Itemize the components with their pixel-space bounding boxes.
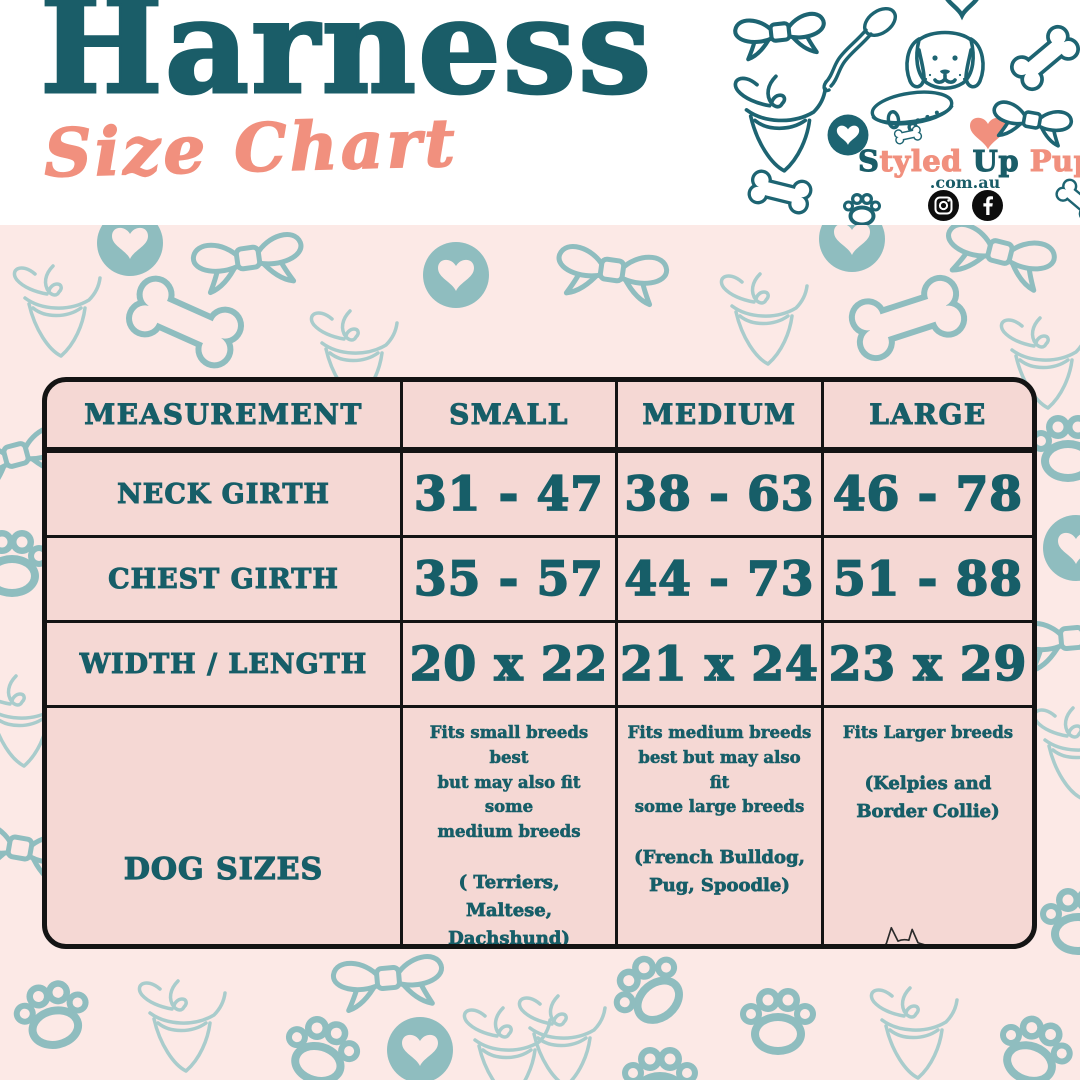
- pug-icon: [686, 944, 754, 949]
- brand-domain: .com.au: [929, 173, 1001, 192]
- page-title: Harness: [38, 0, 654, 123]
- row-label-chest-girth: CHEST GIRTH: [47, 538, 403, 623]
- bone-icon: [745, 167, 815, 217]
- size-chart-table: MEASUREMENT SMALL MEDIUM LARGE NECK GIRT…: [42, 377, 1037, 949]
- row-label-dog-sizes: DOG SIZES: [47, 708, 403, 944]
- dog-size-breeds: ( Terriers, Maltese, Dachshund): [448, 871, 571, 949]
- dog-face-icon: [907, 32, 983, 89]
- brand-name: Styled Up Pup: [857, 144, 1080, 179]
- dog-size-description: Fits Larger breeds: [842, 723, 1014, 743]
- brand-name-segment: Up: [972, 144, 1020, 179]
- page-subtitle: Size Chart: [42, 103, 459, 193]
- column-header-measurement: MEASUREMENT: [47, 382, 403, 453]
- column-header-large: LARGE: [824, 382, 1032, 453]
- bone-icon: [1005, 20, 1080, 96]
- header: Harness Size Chart: [0, 0, 1080, 225]
- husky-icon: [885, 927, 924, 944]
- size-value: 51 - 88: [824, 538, 1032, 623]
- size-value: 20 x 22: [403, 623, 618, 708]
- row-label-neck-girth: NECK GIRTH: [47, 453, 403, 538]
- leash-icon: [824, 3, 901, 91]
- dog-sizes-large-cell: Fits Larger breeds (Kelpies and Border C…: [824, 708, 1032, 944]
- size-value: 38 - 63: [618, 453, 824, 538]
- instagram-icon[interactable]: [928, 190, 959, 221]
- dog-sizes-small-cell: Fits small breeds best but may also fit …: [403, 708, 618, 949]
- heart-icon: [945, 0, 979, 16]
- brand-name-segment: tyled: [879, 144, 973, 179]
- brand-logo-area: Styled Up Pup .com.au: [700, 0, 1080, 225]
- size-value: 46 - 78: [824, 453, 1032, 538]
- size-value: 44 - 73: [618, 538, 824, 623]
- dog-sizes-medium-cell: Fits medium breeds best but may also fit…: [618, 708, 824, 949]
- dog-size-description: Fits medium breeds best but may also fit…: [627, 723, 812, 817]
- brand-name-segment: Pup: [1029, 144, 1080, 179]
- bow-icon: [734, 12, 827, 61]
- size-value: 35 - 57: [403, 538, 618, 623]
- size-value: 31 - 47: [403, 453, 618, 538]
- dog-size-breeds: (Kelpies and Border Collie): [856, 772, 1000, 822]
- body-area: MEASUREMENT SMALL MEDIUM LARGE NECK GIRT…: [0, 225, 1080, 1080]
- collar-icon: [870, 87, 955, 146]
- dog-size-description: Fits small breeds best but may also fit …: [429, 723, 589, 842]
- paw-icon: [843, 193, 881, 225]
- size-value: 23 x 29: [824, 623, 1032, 708]
- row-label-width-length: WIDTH / LENGTH: [47, 623, 403, 708]
- bandana-icon: [735, 76, 826, 171]
- column-header-small: SMALL: [403, 382, 618, 453]
- facebook-icon[interactable]: [972, 190, 1003, 221]
- brand-name-segment: S: [857, 144, 880, 179]
- social-icons: [928, 190, 1003, 221]
- dog-size-breeds: (French Bulldog, Pug, Spoodle): [634, 847, 805, 897]
- size-value: 21 x 24: [618, 623, 824, 708]
- column-header-medium: MEDIUM: [618, 382, 824, 453]
